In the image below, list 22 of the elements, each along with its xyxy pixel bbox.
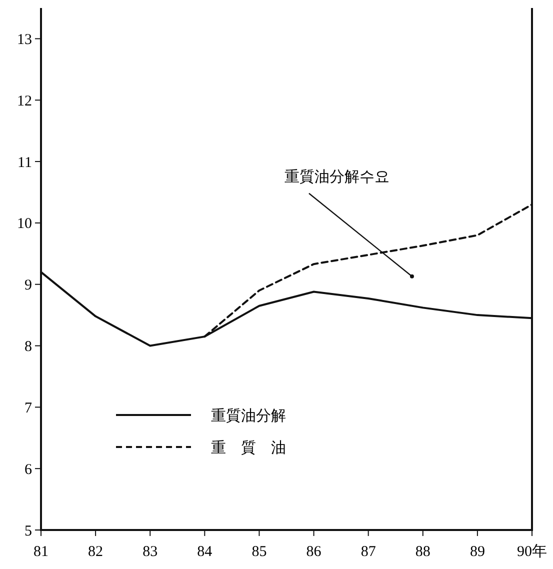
y-tick-label: 6: [24, 462, 32, 478]
x-tick-label: 85: [252, 544, 267, 560]
y-tick-label: 10: [17, 216, 32, 232]
legend-label: 重質油分解: [211, 407, 286, 424]
y-tick-label: 8: [24, 339, 32, 356]
y-tick-label: 5: [24, 523, 32, 540]
x-tick-label: 90年: [517, 543, 547, 560]
x-tick-label: 82: [88, 544, 104, 560]
x-tick-label: 89: [470, 544, 485, 560]
x-tick-label: 81: [34, 544, 48, 560]
x-tick-label: 87: [360, 544, 376, 560]
y-tick-label: 11: [18, 154, 32, 171]
x-tick-label: 88: [415, 544, 430, 560]
y-tick-label: 9: [24, 278, 32, 294]
y-tick-label: 12: [17, 93, 32, 110]
legend-label: 重 質 油: [211, 439, 286, 456]
y-tick-label: 7: [24, 400, 32, 416]
x-tick-label: 86: [306, 544, 322, 560]
x-tick-label: 83: [142, 544, 158, 560]
y-tick-label: 13: [17, 32, 32, 48]
annotation: 重質油分解수요: [284, 168, 390, 186]
x-tick-label: 84: [197, 544, 213, 560]
